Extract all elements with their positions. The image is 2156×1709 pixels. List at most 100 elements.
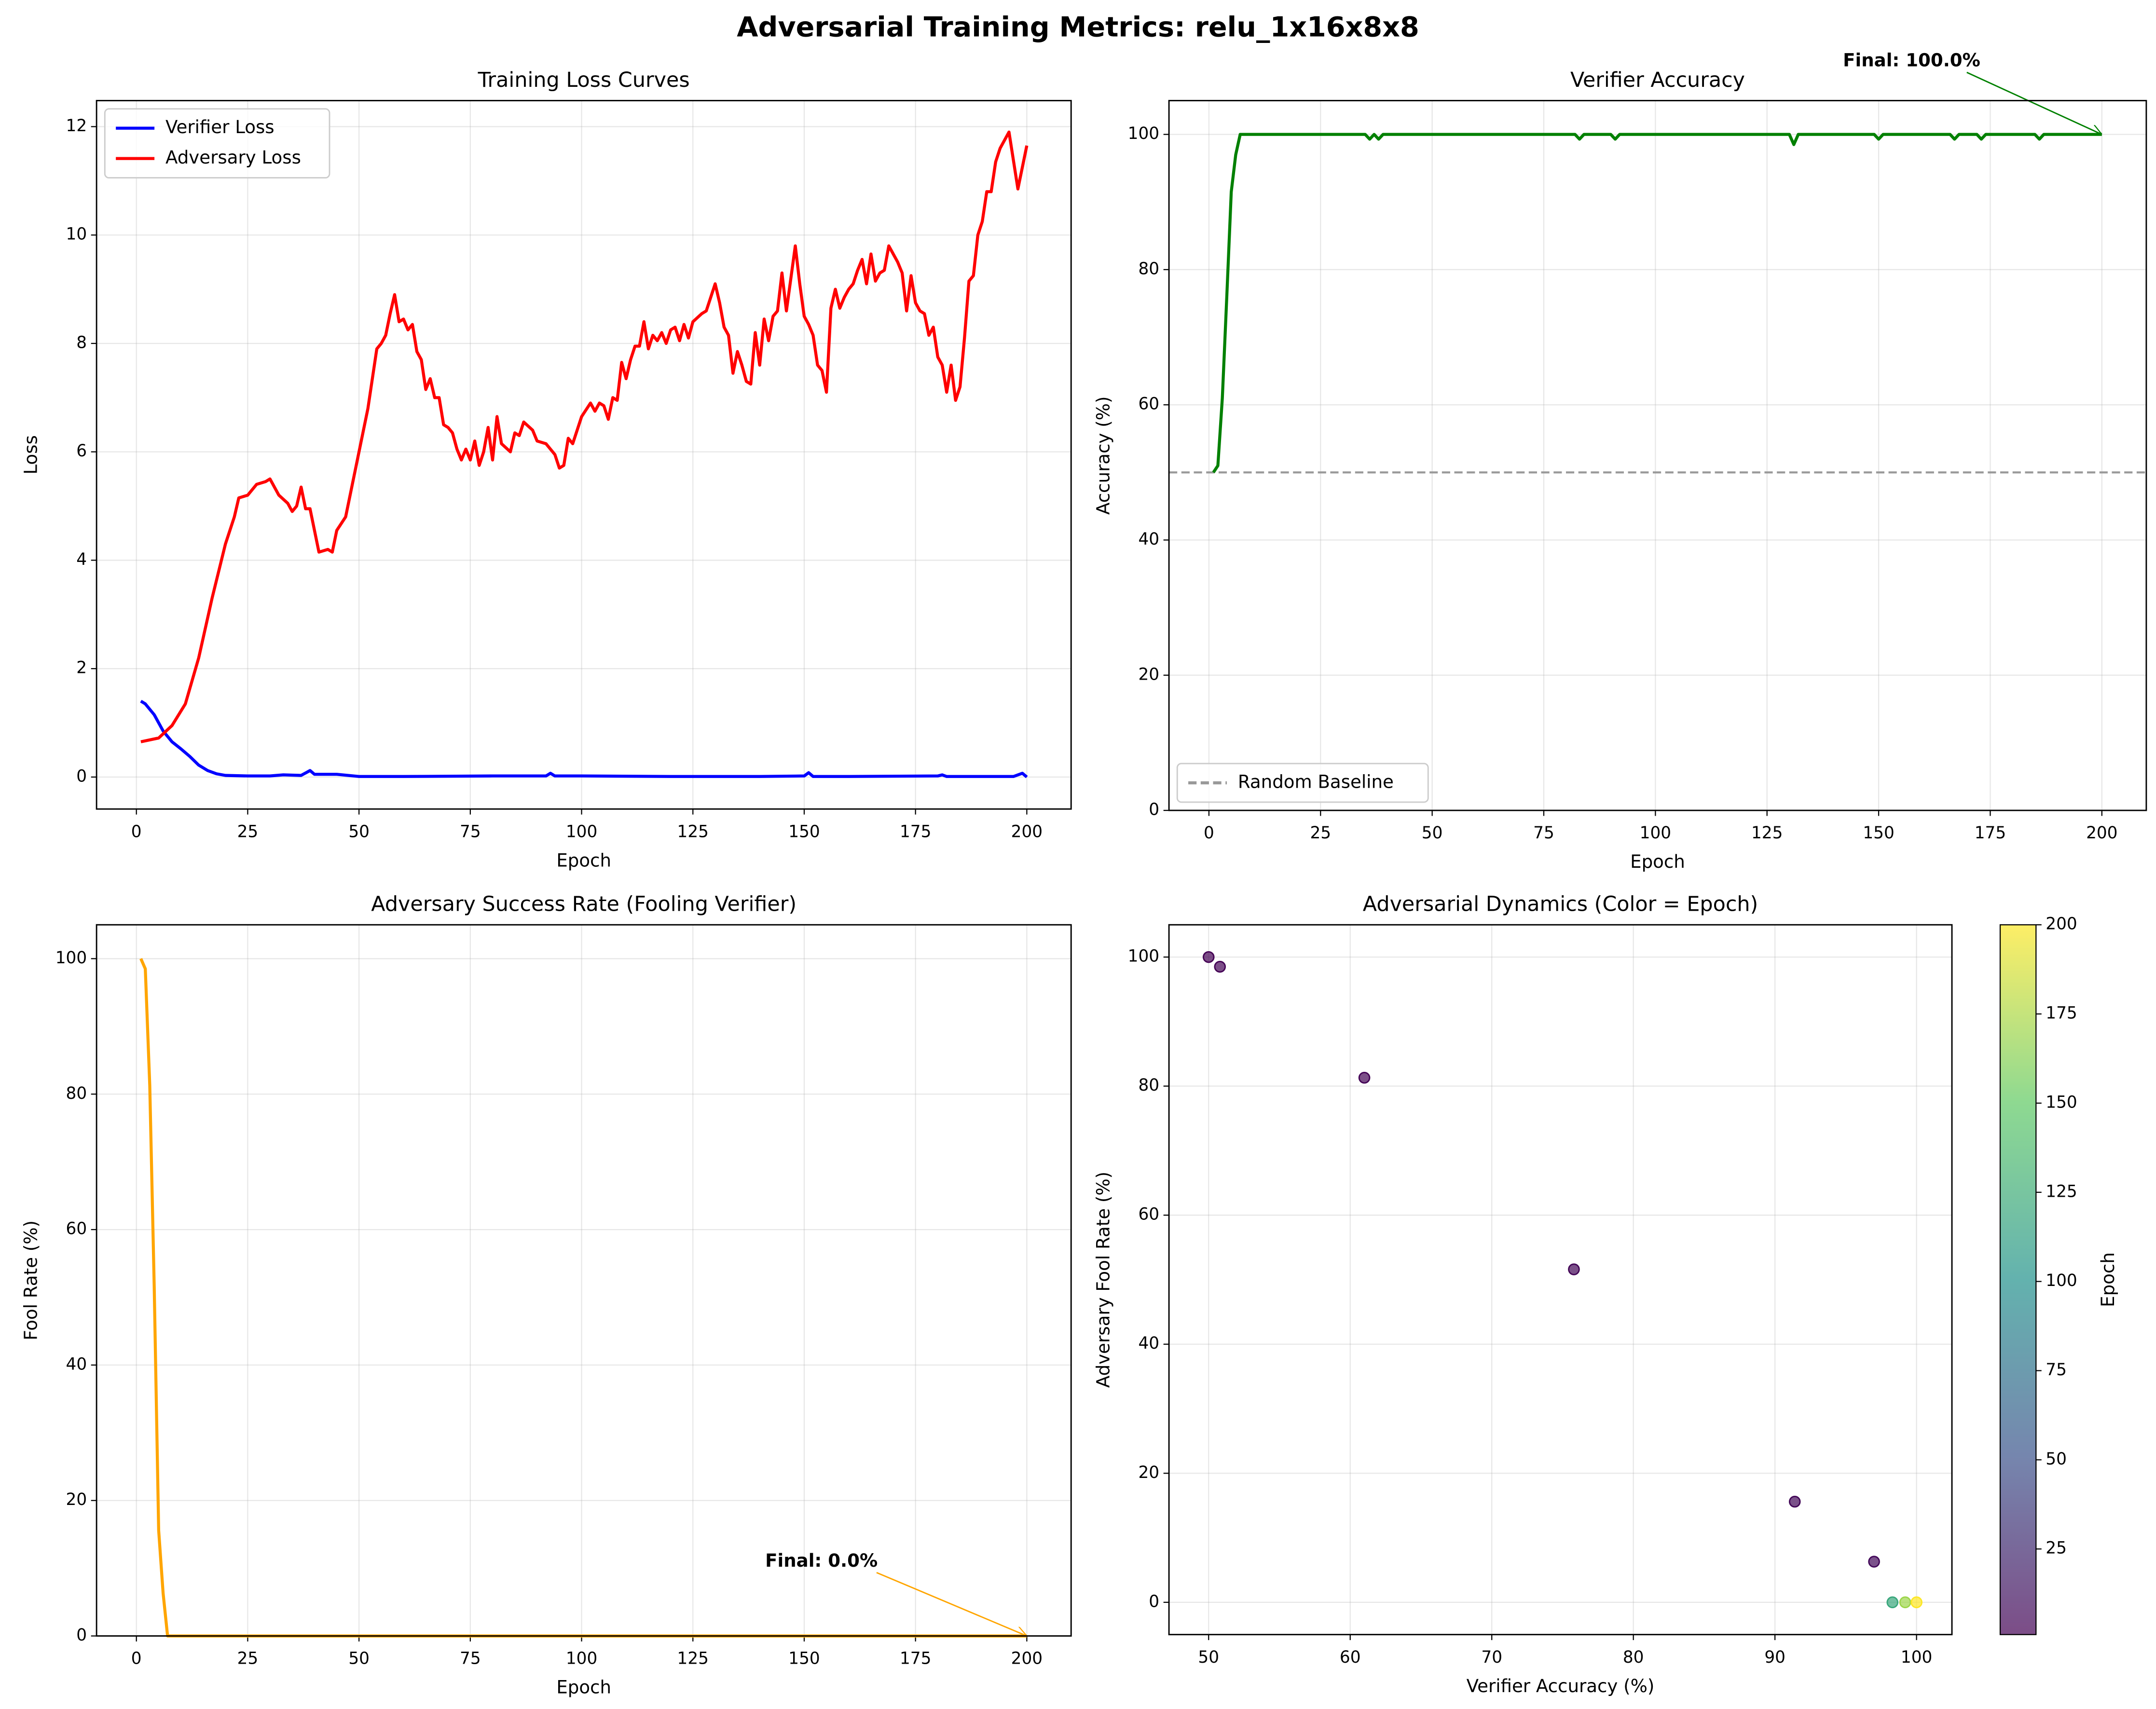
colorbar-tick-label: 200 bbox=[2046, 915, 2077, 934]
x-tick-label: 175 bbox=[1975, 823, 2006, 843]
y-tick-label: 20 bbox=[66, 1490, 87, 1509]
x-tick-label: 50 bbox=[1422, 823, 1443, 843]
x-tick-label: 70 bbox=[1481, 1648, 1502, 1667]
x-tick-label: 50 bbox=[1198, 1648, 1219, 1667]
x-tick-label: 175 bbox=[900, 822, 931, 841]
colorbar-tick-label: 175 bbox=[2046, 1004, 2077, 1023]
x-tick-label: 150 bbox=[788, 1649, 820, 1668]
x-axis-label: Epoch bbox=[556, 850, 611, 871]
y-tick-label: 4 bbox=[76, 550, 87, 569]
axes-title: Verifier Accuracy bbox=[1570, 68, 1745, 92]
axes-frame bbox=[96, 100, 1072, 810]
y-tick-label: 40 bbox=[66, 1354, 87, 1374]
axes-title: Adversarial Dynamics (Color = Epoch) bbox=[1363, 892, 1758, 916]
x-tick-label: 125 bbox=[677, 822, 709, 841]
y-tick-label: 60 bbox=[66, 1219, 87, 1239]
x-tick-label: 0 bbox=[1204, 823, 1214, 843]
y-tick-label: 6 bbox=[76, 441, 87, 461]
y-axis-label: Adversary Fool Rate (%) bbox=[1093, 1172, 1113, 1388]
annotation-arrow bbox=[876, 1572, 1027, 1636]
legend-label: Adversary Loss bbox=[165, 147, 301, 168]
x-tick-label: 100 bbox=[1901, 1648, 1932, 1667]
colorbar-tick-label: 150 bbox=[2046, 1093, 2077, 1112]
x-tick-label: 60 bbox=[1340, 1648, 1361, 1667]
x-tick-label: 200 bbox=[1011, 822, 1043, 841]
x-tick-label: 150 bbox=[788, 822, 820, 841]
scatter-point bbox=[1202, 951, 1215, 963]
y-axis-label: Fool Rate (%) bbox=[20, 1220, 41, 1340]
x-tick-label: 25 bbox=[1310, 823, 1331, 843]
colorbar-tick-label: 100 bbox=[2046, 1271, 2077, 1290]
x-axis-label: Verifier Accuracy (%) bbox=[1467, 1676, 1655, 1696]
scatter-point bbox=[1899, 1596, 1911, 1609]
y-tick-label: 10 bbox=[66, 225, 87, 244]
y-tick-label: 2 bbox=[76, 658, 87, 678]
data-line bbox=[140, 130, 1029, 743]
axes-frame bbox=[1168, 924, 1953, 1636]
annotation: Final: 100.0% bbox=[1843, 50, 1980, 71]
figure-title: Adversarial Training Metrics: relu_1x16x… bbox=[737, 12, 1419, 43]
colorbar-tick-label: 125 bbox=[2046, 1182, 2077, 1201]
y-tick-label: 12 bbox=[66, 116, 87, 136]
y-tick-label: 20 bbox=[1138, 665, 1159, 684]
y-tick-label: 0 bbox=[76, 766, 87, 786]
x-tick-label: 25 bbox=[237, 1649, 259, 1668]
scatter-point bbox=[1788, 1495, 1801, 1508]
y-tick-label: 0 bbox=[1149, 800, 1159, 820]
x-tick-label: 80 bbox=[1623, 1648, 1644, 1667]
x-tick-label: 0 bbox=[131, 1649, 142, 1668]
x-axis-label: Epoch bbox=[1630, 851, 1685, 872]
y-tick-label: 100 bbox=[1128, 124, 1159, 143]
axes-frame bbox=[96, 924, 1072, 1637]
colorbar-tick-label: 50 bbox=[2046, 1449, 2067, 1469]
legend-label: Random Baseline bbox=[1238, 771, 1394, 792]
x-tick-label: 0 bbox=[131, 822, 142, 841]
y-tick-label: 20 bbox=[1138, 1463, 1159, 1482]
y-tick-label: 40 bbox=[1138, 1334, 1159, 1353]
x-tick-label: 75 bbox=[1533, 823, 1554, 843]
data-line bbox=[140, 699, 1028, 779]
x-tick-label: 100 bbox=[566, 1649, 597, 1668]
colorbar-tick-label: 75 bbox=[2046, 1360, 2067, 1380]
x-tick-label: 100 bbox=[566, 822, 597, 841]
y-tick-label: 0 bbox=[76, 1626, 87, 1645]
y-tick-label: 80 bbox=[1138, 259, 1159, 278]
annotation: Final: 0.0% bbox=[765, 1550, 878, 1571]
y-axis-label: Loss bbox=[20, 435, 41, 474]
x-axis-label: Epoch bbox=[556, 1677, 611, 1698]
x-tick-label: 90 bbox=[1764, 1648, 1785, 1667]
y-tick-label: 100 bbox=[55, 948, 87, 968]
data-line bbox=[1212, 133, 2102, 474]
legend bbox=[104, 108, 330, 179]
colorbar bbox=[1999, 924, 2037, 1635]
x-tick-label: 200 bbox=[2086, 823, 2117, 843]
x-tick-label: 200 bbox=[1011, 1649, 1043, 1668]
x-tick-label: 150 bbox=[1863, 823, 1894, 843]
x-tick-label: 175 bbox=[900, 1649, 931, 1668]
x-tick-label: 125 bbox=[1751, 823, 1783, 843]
y-tick-label: 40 bbox=[1138, 530, 1159, 549]
scatter-point bbox=[1868, 1556, 1880, 1568]
scatter-point bbox=[1910, 1596, 1923, 1609]
annotation-arrow bbox=[1966, 71, 2102, 135]
scatter-point bbox=[1214, 960, 1226, 973]
scatter-point bbox=[1886, 1596, 1899, 1609]
y-tick-label: 80 bbox=[66, 1084, 87, 1103]
x-tick-label: 100 bbox=[1640, 823, 1671, 843]
x-tick-label: 50 bbox=[348, 822, 370, 841]
axes-title: Training Loss Curves bbox=[478, 68, 690, 92]
y-tick-label: 60 bbox=[1138, 395, 1159, 414]
scatter-point bbox=[1568, 1263, 1580, 1275]
x-tick-label: 25 bbox=[237, 822, 259, 841]
x-tick-label: 75 bbox=[460, 1649, 481, 1668]
axes-title: Adversary Success Rate (Fooling Verifier… bbox=[371, 892, 796, 916]
y-tick-label: 0 bbox=[1149, 1592, 1159, 1611]
x-tick-label: 75 bbox=[460, 822, 481, 841]
colorbar-label: Epoch bbox=[2098, 1252, 2118, 1307]
scatter-point bbox=[1358, 1071, 1371, 1084]
axes-frame bbox=[1168, 100, 2147, 811]
data-line bbox=[139, 958, 1027, 1638]
